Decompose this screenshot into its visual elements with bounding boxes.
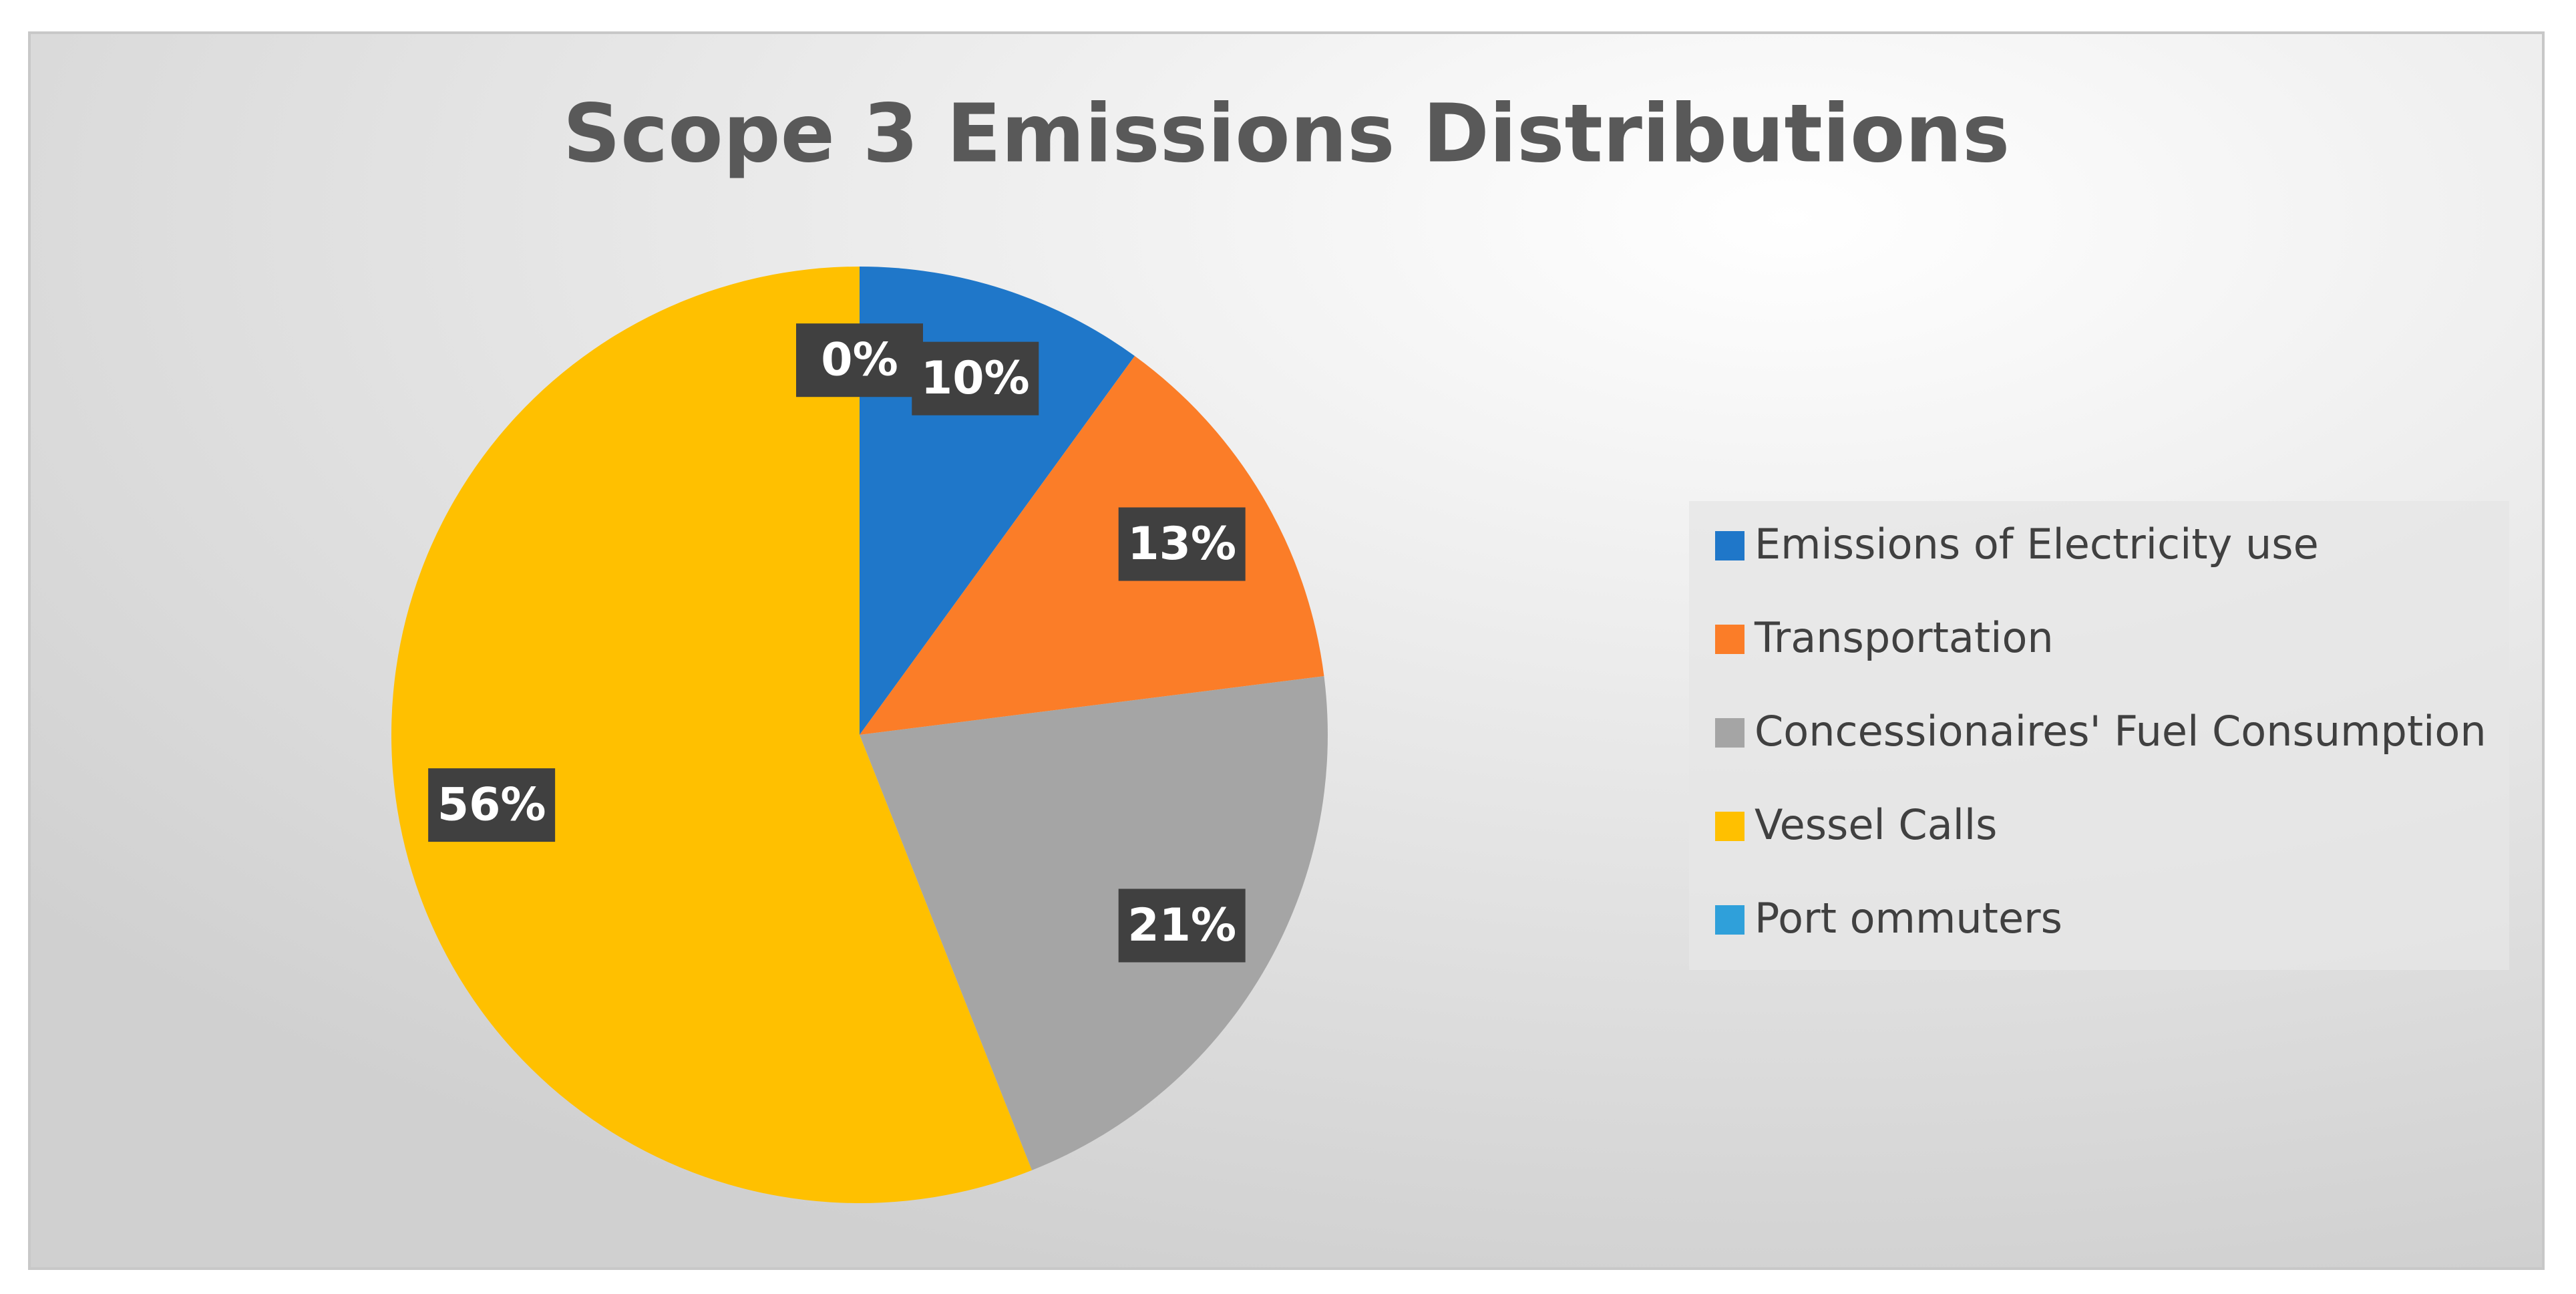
data-labels: 10% 13% 21% 56% 0% — [428, 323, 1246, 963]
data-label: 0% — [796, 323, 923, 397]
legend-swatch — [1715, 905, 1744, 935]
legend-label: Emissions of Electricity use — [1755, 520, 2319, 569]
chart-title: Scope 3 Emissions Distributions — [563, 88, 2010, 181]
legend-swatch — [1715, 718, 1744, 748]
data-label: 56% — [428, 768, 556, 842]
pie-slice — [860, 676, 1328, 1170]
legend-label: Vessel Calls — [1755, 800, 1997, 849]
data-label-box — [428, 768, 556, 842]
legend: Emissions of Electricity use Transportati… — [1715, 520, 2487, 943]
pie-slice — [860, 355, 1324, 735]
legend-swatch — [1715, 625, 1744, 654]
pie — [391, 267, 1328, 1203]
data-label-text: 0% — [821, 334, 898, 387]
data-label: 13% — [1118, 507, 1246, 581]
data-label: 21% — [1118, 888, 1246, 963]
legend-swatch — [1715, 812, 1744, 841]
data-label-text: 56% — [437, 779, 546, 832]
legend-box — [1689, 501, 2509, 970]
legend-label: Port ommuters — [1755, 894, 2062, 943]
legend-label: Transportation — [1754, 613, 2054, 662]
legend-swatch — [1715, 531, 1744, 560]
data-label-box — [912, 341, 1039, 416]
pie-slice — [391, 267, 1033, 1203]
data-label-text: 10% — [921, 352, 1030, 405]
data-label-text: 21% — [1127, 899, 1236, 952]
data-label-text: 13% — [1127, 518, 1236, 571]
data-label: 10% — [912, 341, 1039, 416]
data-label-box — [1118, 507, 1246, 581]
legend-label: Concessionaires' Fuel Consumption — [1755, 707, 2487, 756]
data-label-box — [1118, 888, 1246, 963]
data-label-box — [796, 323, 923, 397]
